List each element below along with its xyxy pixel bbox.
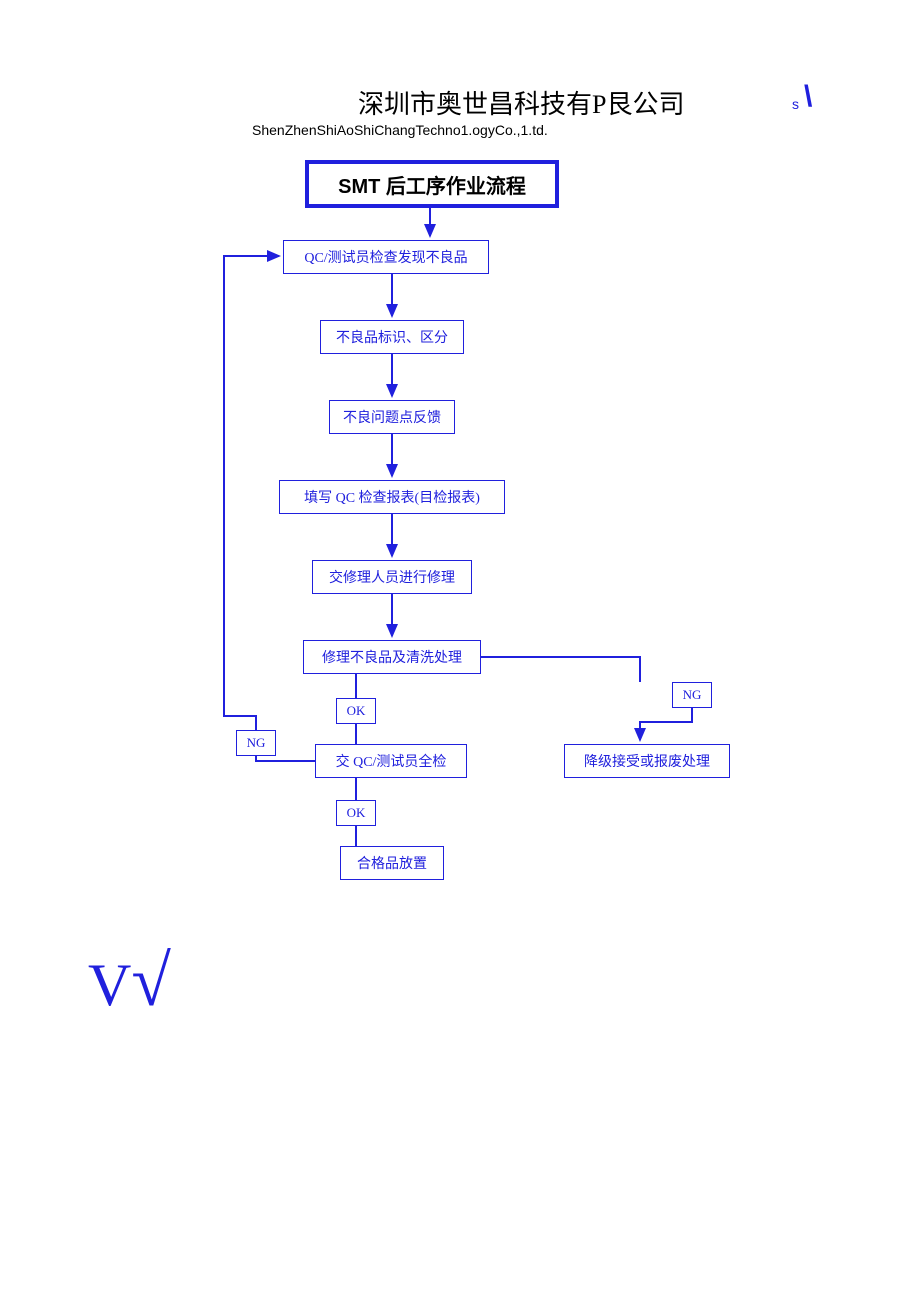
header-slash: \ <box>804 80 812 114</box>
node-mark-defect: 不良品标识、区分 <box>320 320 464 354</box>
node-label: 填写 QC 检查报表(目检报表) <box>304 487 480 507</box>
node-label: 修理不良品及清洗处理 <box>322 647 462 667</box>
watermark-symbol: V√ <box>88 940 171 1023</box>
company-name-cn: 深圳市奥世昌科技有P艮公司 <box>358 84 684 121</box>
flowchart-title: SMT 后工序作业流程 <box>305 160 559 208</box>
label-ok-1: OK <box>336 698 376 724</box>
node-label: 交修理人员进行修理 <box>329 567 455 587</box>
header-suffix: s <box>792 96 799 112</box>
node-good-product: 合格品放置 <box>340 846 444 880</box>
node-label: 降级接受或报废处理 <box>584 751 710 771</box>
node-label: 交 QC/测试员全检 <box>336 751 447 771</box>
node-label: QC/测试员检查发现不良品 <box>304 247 467 267</box>
node-label: 不良品标识、区分 <box>336 327 448 347</box>
small-label: NG <box>247 735 266 751</box>
node-label: 不良问题点反馈 <box>343 407 441 427</box>
small-label: OK <box>347 703 366 719</box>
flowchart-title-text: SMT 后工序作业流程 <box>338 170 526 199</box>
label-ok-2: OK <box>336 800 376 826</box>
small-label: NG <box>683 687 702 703</box>
small-label: OK <box>347 805 366 821</box>
watermark-check: √ <box>131 941 171 1021</box>
node-qc-inspect: QC/测试员检查发现不良品 <box>283 240 489 274</box>
node-feedback: 不良问题点反馈 <box>329 400 455 434</box>
node-label: 合格品放置 <box>357 853 427 873</box>
node-qc-recheck: 交 QC/测试员全检 <box>315 744 467 778</box>
label-ng-left: NG <box>236 730 276 756</box>
node-repair-handoff: 交修理人员进行修理 <box>312 560 472 594</box>
node-repair-clean: 修理不良品及清洗处理 <box>303 640 481 674</box>
watermark-v: V <box>88 952 131 1018</box>
company-name-en: ShenZhenShiAoShiChangTechno1.ogyCo.,1.td… <box>252 122 548 138</box>
node-downgrade-scrap: 降级接受或报废处理 <box>564 744 730 778</box>
label-ng-right: NG <box>672 682 712 708</box>
node-fill-report: 填写 QC 检查报表(目检报表) <box>279 480 505 514</box>
